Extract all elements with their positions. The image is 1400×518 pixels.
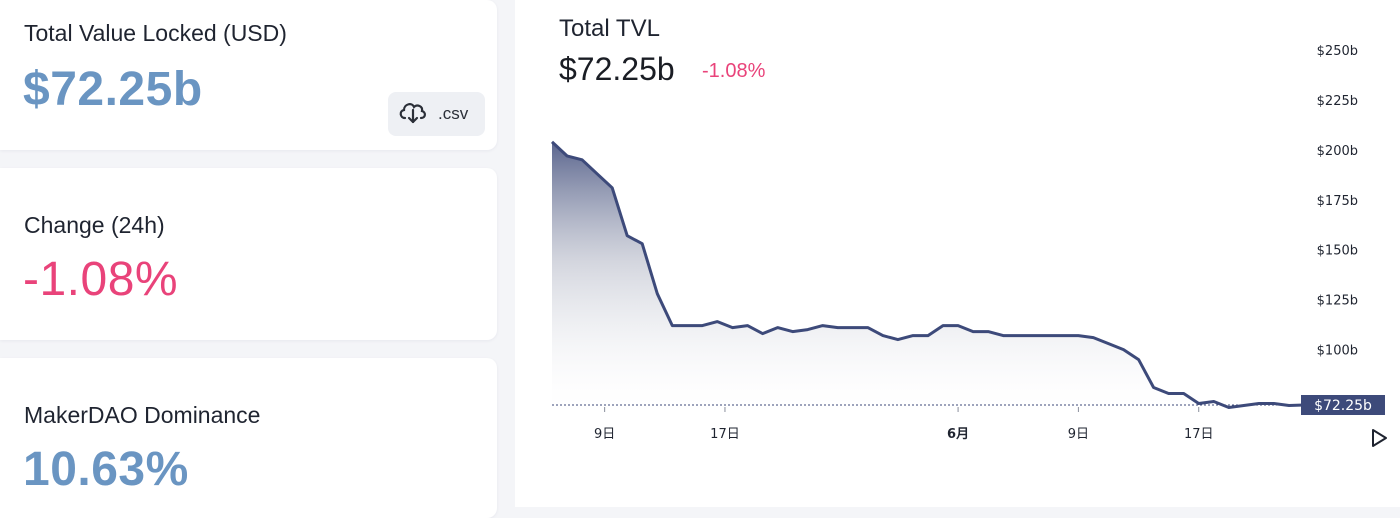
x-tick-label: 17日 xyxy=(710,427,740,442)
chart-value: $72.25b xyxy=(559,51,675,87)
x-tick-label: 6月 xyxy=(947,427,969,442)
x-tick-label: 17日 xyxy=(1184,427,1214,442)
y-axis: $250b $225b $200b $175b $150b $125b $100b xyxy=(1317,44,1358,359)
tvl-card: Total Value Locked (USD) $72.25b .csv xyxy=(0,0,497,150)
play-icon[interactable] xyxy=(1372,429,1387,447)
tvl-value: $72.25b xyxy=(23,63,203,116)
tvl-area-chart[interactable]: $250b $225b $200b $175b $150b $125b $100b 9日 17… xyxy=(515,0,1400,507)
y-tick-label: $150b xyxy=(1317,244,1358,259)
change-label: Change (24h) xyxy=(24,212,165,238)
download-csv-button[interactable]: .csv xyxy=(388,92,485,136)
y-tick-label: $250b xyxy=(1317,44,1358,59)
x-axis: 9日 17日 6月 9日 17日 xyxy=(594,407,1213,442)
cloud-download-icon xyxy=(398,99,428,130)
current-value-label: $72.25b xyxy=(1314,398,1372,414)
dominance-value: 10.63% xyxy=(23,443,189,496)
change-value: -1.08% xyxy=(23,253,179,306)
y-tick-label: $200b xyxy=(1317,144,1358,159)
tvl-label: Total Value Locked (USD) xyxy=(24,20,287,46)
y-tick-label: $125b xyxy=(1317,294,1358,309)
dominance-card: MakerDAO Dominance 10.63% xyxy=(0,358,497,518)
current-value-badge: $72.25b xyxy=(1301,395,1385,415)
tvl-area xyxy=(552,141,1304,408)
chart-title: Total TVL xyxy=(559,15,660,42)
dominance-label: MakerDAO Dominance xyxy=(24,402,261,428)
chart-change: -1.08% xyxy=(702,60,766,82)
y-tick-label: $100b xyxy=(1317,344,1358,359)
x-tick-label: 9日 xyxy=(594,427,615,442)
change-card: Change (24h) -1.08% xyxy=(0,168,497,340)
tvl-chart-panel: Total TVL $72.25b -1.08% $250b $225b $200b… xyxy=(515,0,1400,507)
y-tick-label: $175b xyxy=(1317,194,1358,209)
csv-label: .csv xyxy=(438,104,469,123)
tvl-line xyxy=(550,140,1305,409)
y-tick-label: $225b xyxy=(1317,94,1358,109)
x-tick-label: 9日 xyxy=(1068,427,1089,442)
